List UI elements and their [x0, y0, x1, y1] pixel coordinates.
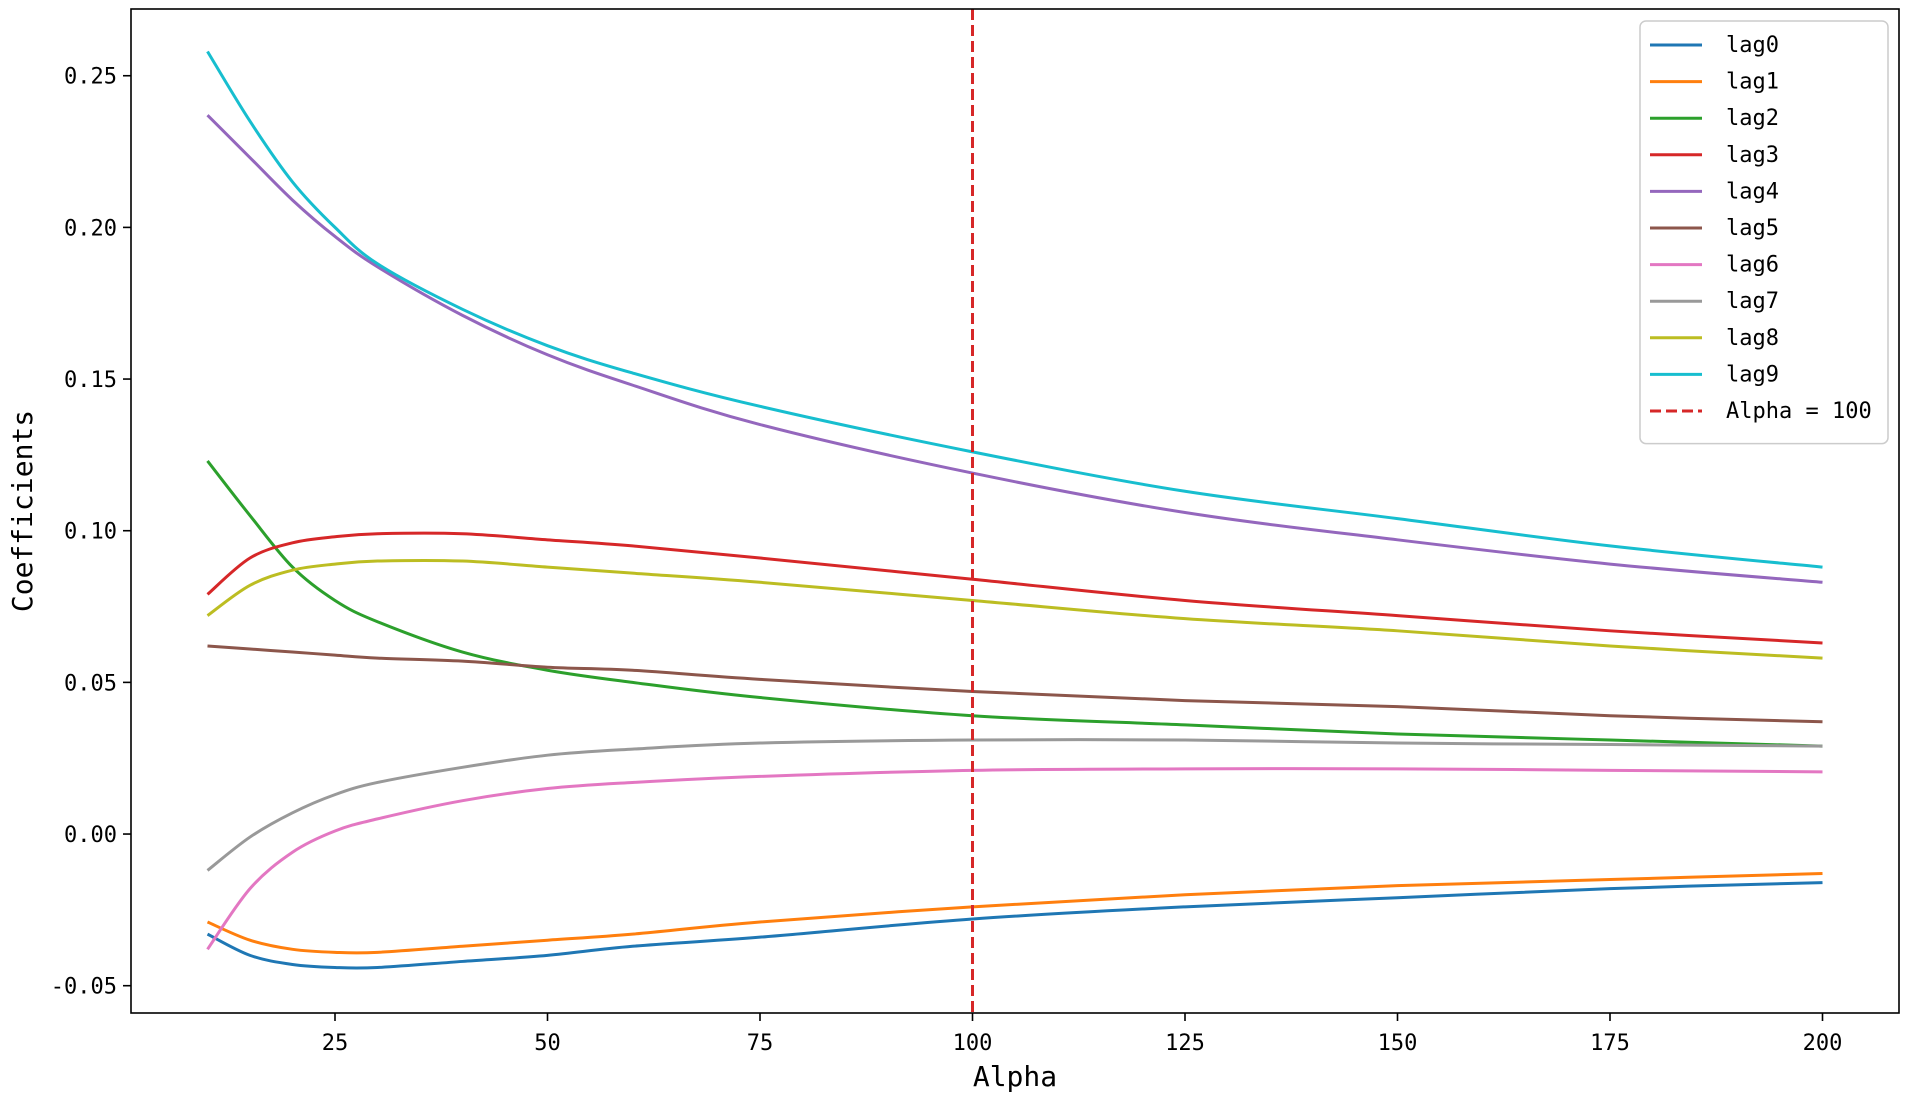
series-line-lag7 [206, 738, 1823, 872]
legend-label: lag5 [1726, 216, 1779, 241]
series-line-lag0 [206, 881, 1823, 970]
y-axis: -0.05 0.00 0.05 0.10 0.15 0.20 0.25 [51, 65, 131, 1000]
x-tick-label: 175 [1590, 1031, 1630, 1056]
legend-label: lag2 [1726, 106, 1779, 131]
series-layer [206, 50, 1823, 970]
x-tick-label: 125 [1165, 1031, 1205, 1056]
x-tick-label: 150 [1378, 1031, 1418, 1056]
legend-label: lag0 [1726, 33, 1779, 58]
x-axis-title: Alpha [973, 1060, 1057, 1093]
y-tick-label: 0.25 [64, 65, 117, 90]
x-tick-label: 200 [1803, 1031, 1843, 1056]
series-line-lag8 [206, 558, 1823, 660]
series-line-lag4 [206, 114, 1823, 584]
legend: lag0 lag1 lag2 lag3 lag4 lag5 lag6 lag7 lag8 lag9… [1639, 20, 1889, 445]
legend-label: lag9 [1726, 362, 1779, 387]
series-line-lag1 [206, 871, 1823, 955]
legend-label: lag3 [1726, 143, 1779, 168]
x-tick-label: 75 [747, 1031, 774, 1056]
legend-label: lag7 [1726, 289, 1779, 314]
plot-frame [130, 8, 1900, 1014]
y-tick-label: 0.10 [64, 520, 117, 545]
y-tick-label: 0.20 [64, 216, 117, 241]
y-tick-label: 0.15 [64, 368, 117, 393]
series-line-lag3 [206, 531, 1823, 645]
legend-label: Alpha = 100 [1726, 399, 1872, 424]
y-axis-title: Coefficients [6, 410, 39, 612]
legend-label: lag6 [1726, 253, 1779, 278]
series-line-lag2 [206, 460, 1823, 748]
x-axis: 25 50 75 100 125 150 175 200 [322, 1013, 1843, 1056]
legend-label: lag8 [1726, 326, 1779, 351]
y-tick-label: 0.05 [64, 671, 117, 696]
y-tick-label: 0.00 [64, 823, 117, 848]
y-tick-label: -0.05 [51, 975, 117, 1000]
legend-label: lag4 [1726, 179, 1779, 204]
x-tick-label: 100 [953, 1031, 993, 1056]
series-line-lag6 [206, 767, 1823, 951]
x-tick-label: 25 [322, 1031, 349, 1056]
legend-label: lag1 [1726, 70, 1779, 95]
series-line-lag9 [206, 50, 1823, 569]
x-tick-label: 50 [534, 1031, 561, 1056]
series-line-lag5 [207, 644, 1823, 724]
